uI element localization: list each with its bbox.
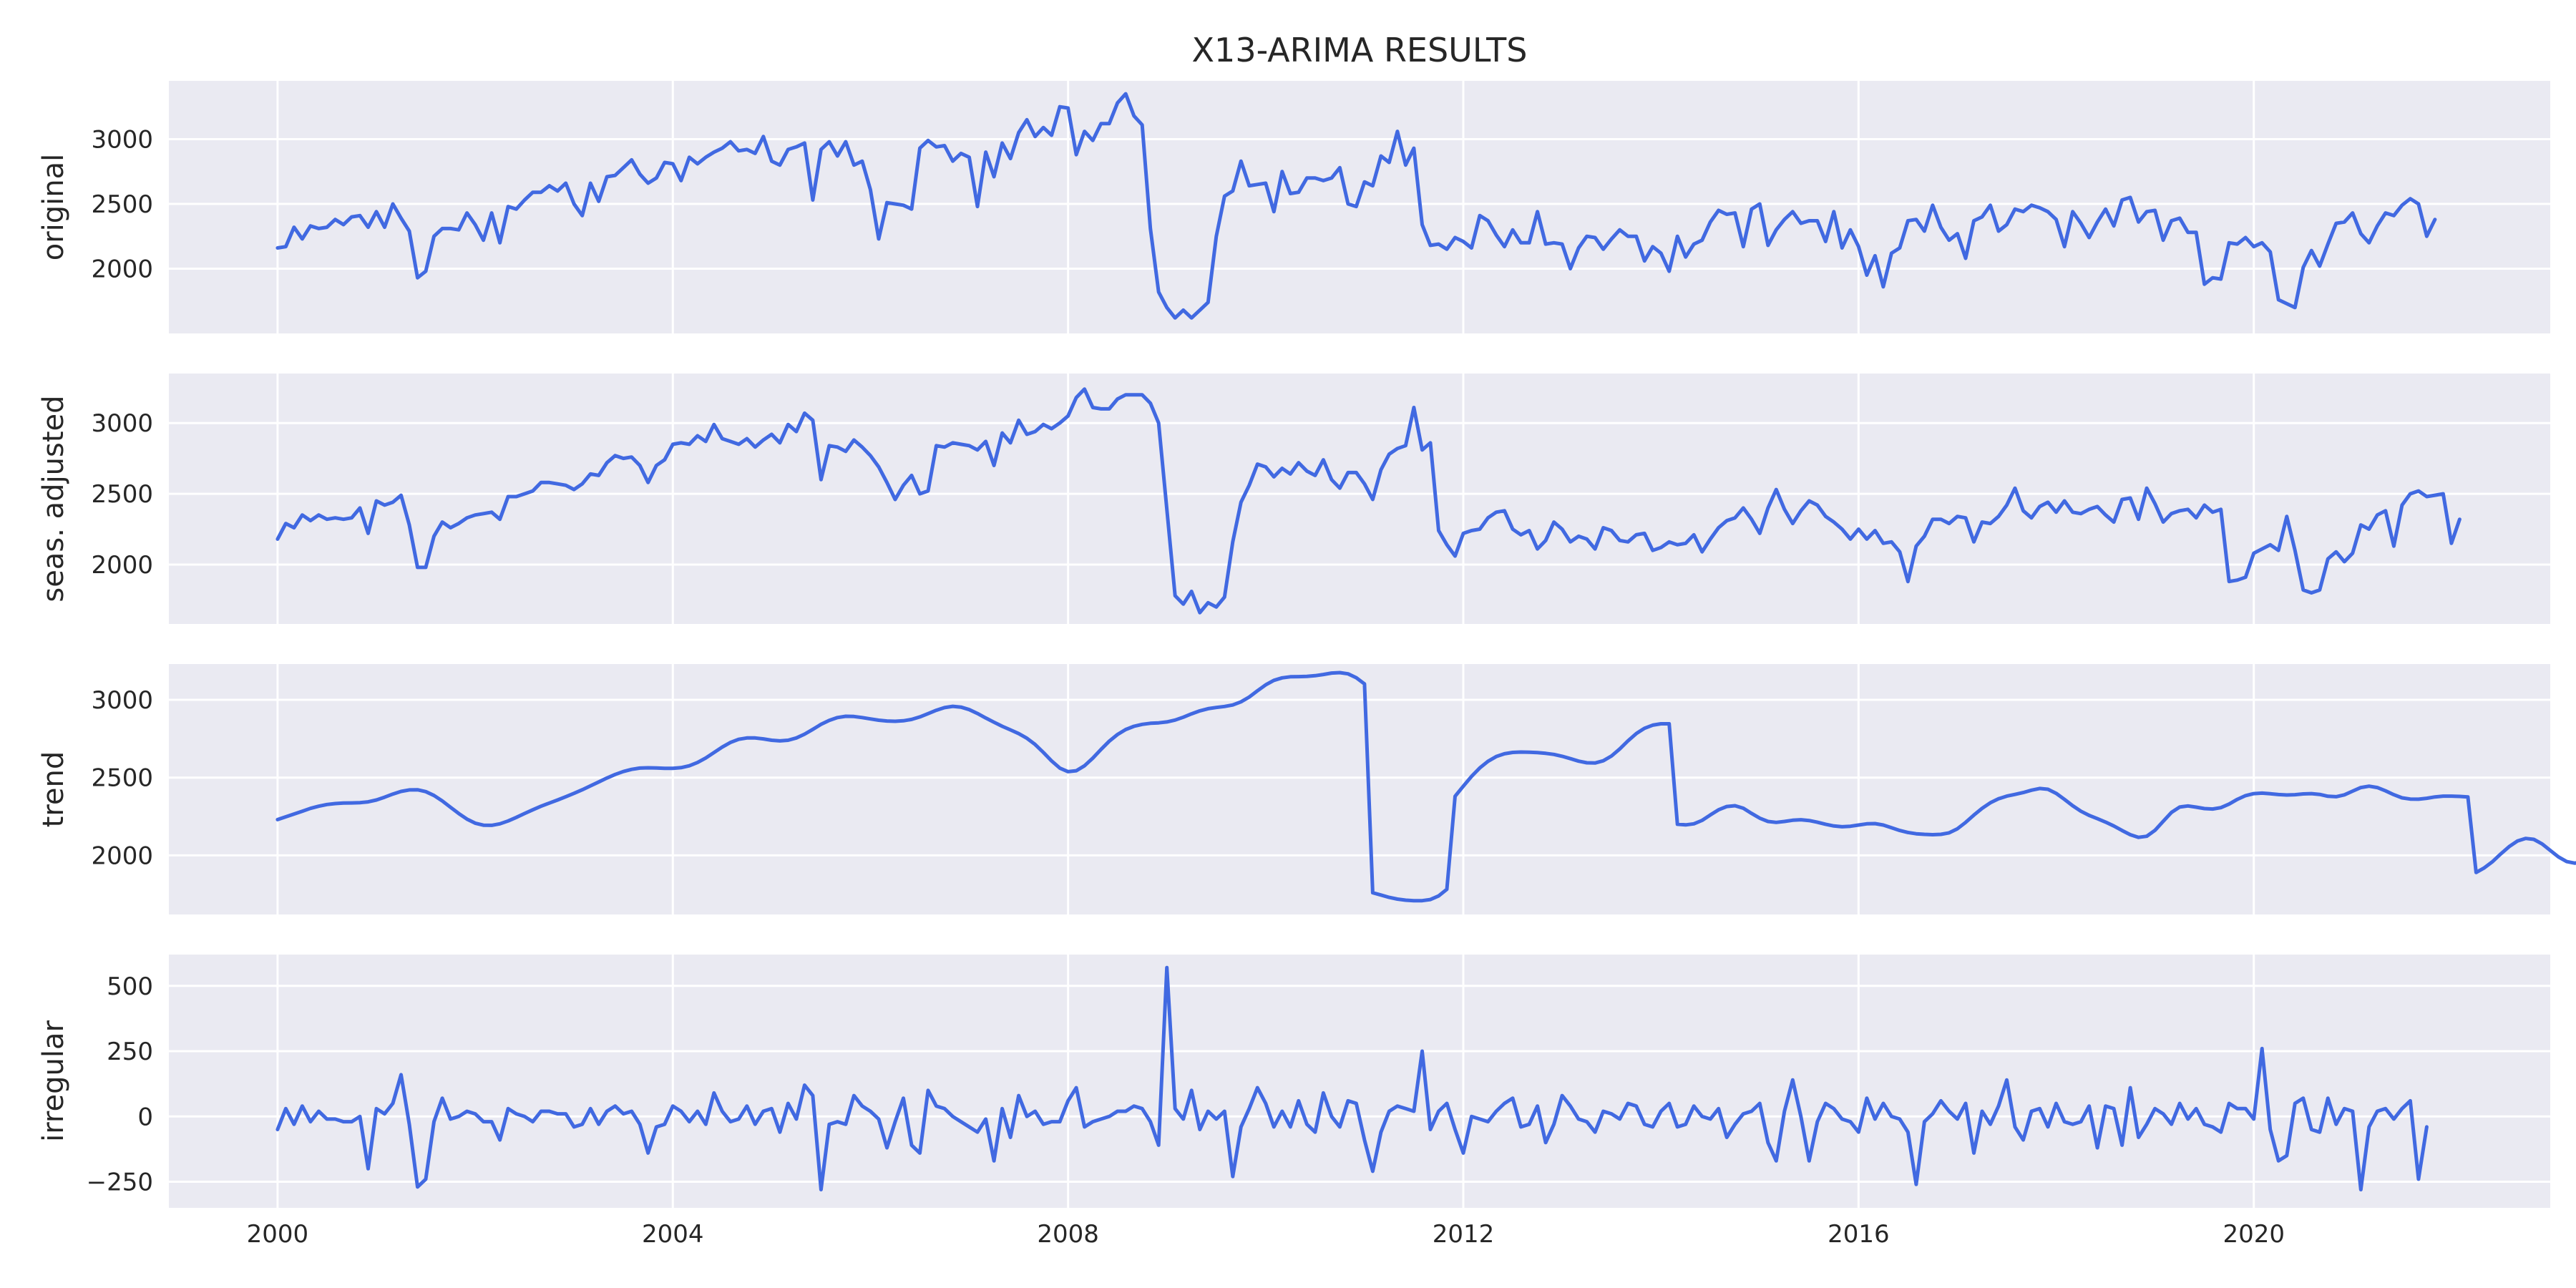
panel-1: 2000 2500 3000 original: [37, 81, 2550, 333]
panel-2: 2000 2500 3000 seas. adjusted: [37, 374, 2550, 624]
x-axis: 2000 2004 2008 2012 2016 2020: [247, 1220, 2285, 1249]
chart-title: X13-ARIMA RESULTS: [1192, 31, 1528, 69]
y-tick-label: 250: [107, 1038, 153, 1066]
panel-background: [169, 664, 2550, 914]
series-line: [275, 92, 2437, 320]
y-axis-label: original: [37, 154, 70, 261]
y-tick-label: −250: [87, 1169, 153, 1197]
panel-background: [169, 955, 2550, 1208]
panel-3: 2000 2500 3000 trend: [37, 664, 2576, 914]
y-axis-label: trend: [37, 751, 70, 828]
x-tick-label: 2008: [1037, 1220, 1099, 1249]
y-tick-label: 2000: [91, 255, 153, 283]
series-line: [275, 670, 2576, 903]
series-line: [275, 387, 2462, 615]
y-tick-label: 500: [107, 972, 153, 1001]
x-tick-label: 2004: [642, 1220, 704, 1249]
x-tick-label: 2016: [1828, 1220, 1890, 1249]
y-tick-label: 3000: [91, 409, 153, 438]
x-tick-label: 2000: [247, 1220, 309, 1249]
y-tick-label: 2000: [91, 551, 153, 580]
series-line: [275, 965, 2429, 1191]
x-tick-label: 2020: [2223, 1220, 2285, 1249]
panel-background: [169, 374, 2550, 624]
y-axis-label: seas. adjusted: [37, 395, 70, 602]
panel-4: −250 0 250 500 irregular: [37, 955, 2550, 1208]
x-tick-label: 2012: [1433, 1220, 1495, 1249]
y-tick-label: 3000: [91, 125, 153, 154]
panel-background: [169, 81, 2550, 333]
y-tick-label: 2000: [91, 841, 153, 870]
y-tick-label: 2500: [91, 190, 153, 219]
y-axis-label: irregular: [37, 1020, 70, 1142]
y-tick-label: 0: [137, 1103, 153, 1131]
y-tick-label: 2500: [91, 480, 153, 509]
y-tick-label: 2500: [91, 764, 153, 793]
y-tick-label: 3000: [91, 686, 153, 715]
